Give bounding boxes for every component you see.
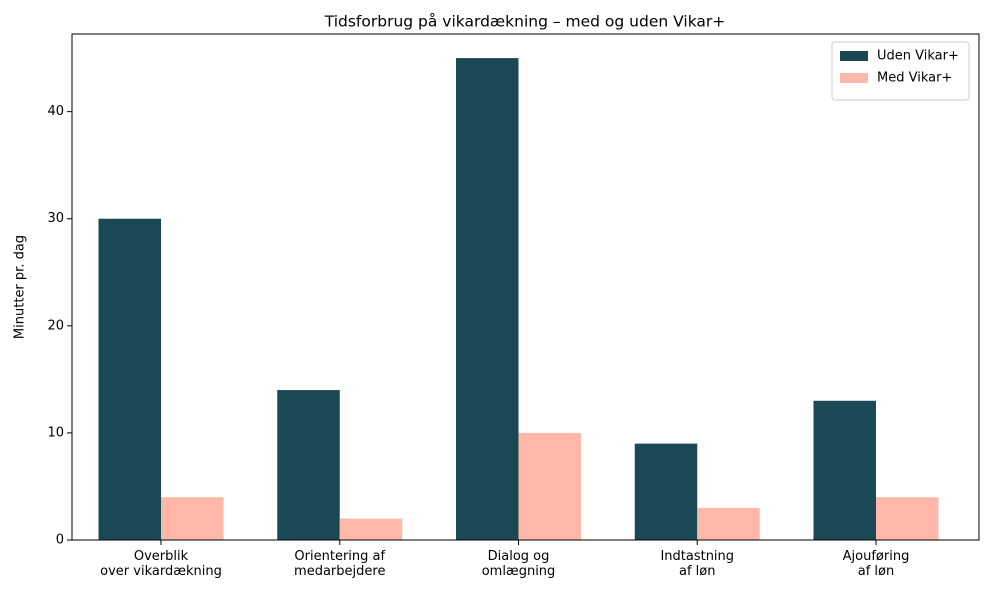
x-tick-label: Dialog og omlægning [482, 549, 556, 579]
x-tick-label: Indtastning af løn [660, 549, 734, 579]
x-tick-label: Overblik over vikardækning [100, 549, 222, 579]
bar [98, 218, 161, 540]
legend-label: Uden Vikar+ [877, 49, 959, 64]
bar [277, 390, 340, 540]
legend-swatch [840, 73, 868, 83]
y-tick-label: 10 [47, 425, 64, 440]
legend-label: Med Vikar+ [877, 71, 952, 86]
bar [161, 497, 224, 540]
y-tick-label: 0 [56, 533, 64, 548]
y-tick-label: 40 [47, 104, 64, 119]
chart-title: Tidsforbrug på vikardækning – med og ude… [324, 13, 726, 31]
bar [697, 507, 760, 540]
bar [634, 443, 698, 540]
bar [339, 518, 403, 540]
x-tick-label: Orientering af medarbejdere [294, 549, 385, 579]
y-axis-label: Minutter pr. dag [13, 235, 28, 339]
bar [456, 58, 519, 540]
x-tick-label: Ajouføring af løn [843, 549, 910, 579]
y-tick-label: 20 [47, 318, 64, 333]
bar [876, 497, 939, 540]
legend-swatch [840, 51, 868, 61]
y-tick-label: 30 [47, 211, 64, 226]
bar [813, 400, 876, 540]
plot-frame [71, 33, 980, 541]
bar [518, 432, 581, 540]
